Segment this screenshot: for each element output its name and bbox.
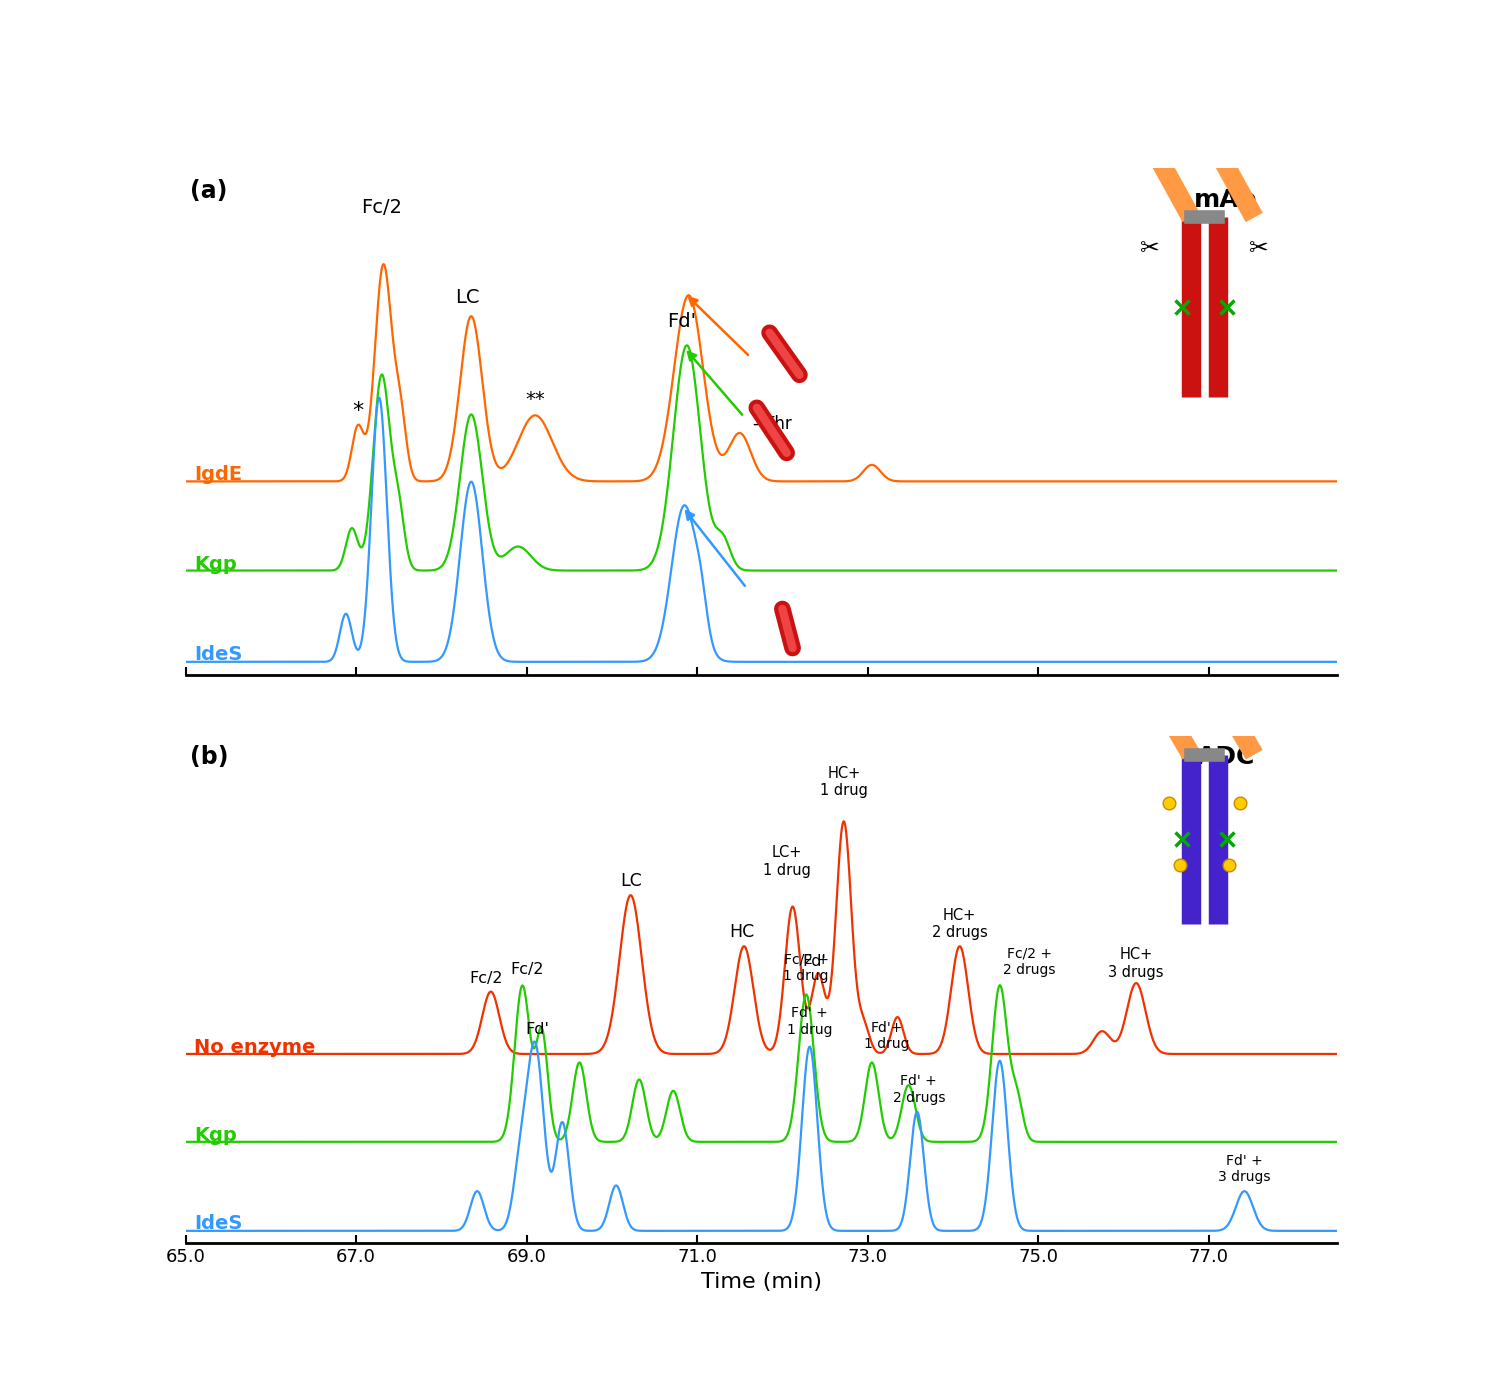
Text: Fc/2: Fc/2 [509,963,544,977]
Text: Fd'+
1 drug: Fd'+ 1 drug [864,1021,909,1051]
Text: - Thr: - Thr [753,415,792,433]
Text: No enzyme: No enzyme [195,1038,315,1058]
Text: Fc/2: Fc/2 [469,971,502,985]
Text: LC: LC [454,288,480,307]
Text: Fc/2 +
1 drug: Fc/2 + 1 drug [784,953,829,982]
Text: (a): (a) [190,179,227,203]
Text: Fd': Fd' [524,1021,549,1037]
Text: IgdE: IgdE [195,465,242,483]
Text: ✂: ✂ [1139,237,1158,260]
Text: Fd' +
1 drug: Fd' + 1 drug [787,1006,833,1037]
Text: Kgp: Kgp [195,1126,238,1146]
Text: HC+
1 drug: HC+ 1 drug [820,766,867,799]
Text: HC+
2 drugs: HC+ 2 drugs [931,908,988,940]
Text: ✂: ✂ [1247,237,1267,260]
Text: ADC: ADC [1197,745,1255,770]
Text: IdeS: IdeS [195,1214,242,1234]
Text: Fc/2 +
2 drugs: Fc/2 + 2 drugs [1004,947,1056,977]
Text: Kgp: Kgp [195,555,238,574]
Text: **: ** [526,390,545,409]
Text: Fd' +
3 drugs: Fd' + 3 drugs [1218,1154,1271,1185]
Text: HC+
3 drugs: HC+ 3 drugs [1108,947,1164,979]
Text: Fd': Fd' [803,954,827,968]
Text: IdeS: IdeS [195,645,242,664]
Text: LC+
1 drug: LC+ 1 drug [763,845,811,877]
Text: (b): (b) [190,745,229,770]
Text: Fd': Fd' [667,312,696,331]
Text: mAb: mAb [1194,187,1258,212]
Text: Fd' +
2 drugs: Fd' + 2 drugs [892,1074,944,1105]
Text: Fc/2: Fc/2 [361,198,402,217]
Text: LC: LC [619,872,642,890]
X-axis label: Time (min): Time (min) [701,1271,821,1292]
Text: HC: HC [729,923,754,942]
Text: *: * [352,401,364,420]
